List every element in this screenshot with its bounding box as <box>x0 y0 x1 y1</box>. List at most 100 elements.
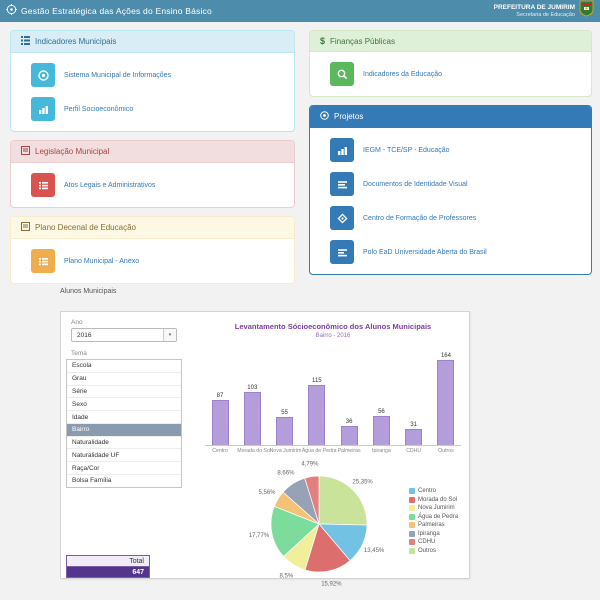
legend-item: Centro <box>409 488 458 494</box>
bar-category-label: Morada do Sol <box>237 448 272 454</box>
ano-label: Ano <box>71 319 83 326</box>
bar-category-label: Ipiranga <box>372 448 391 454</box>
total-value: 647 <box>67 567 149 577</box>
gear-icon <box>6 2 17 20</box>
panel-title: Legislação Municipal <box>35 147 110 156</box>
tema-option[interactable]: Bolsa Família <box>72 477 112 485</box>
total-header: Total <box>67 556 149 567</box>
left-column: Indicadores Municipais Sistema Municipal… <box>10 30 295 292</box>
tema-option[interactable]: Idade <box>67 411 181 424</box>
legend-label: CDHU <box>418 539 436 545</box>
bar-category-label: Água de Pedra <box>301 448 337 454</box>
legend-item: Outros <box>409 547 458 554</box>
page-title: Gestão Estratégica das Ações do Ensino B… <box>21 6 212 16</box>
tema-option[interactable]: Sexo <box>67 398 181 412</box>
lines-icon <box>330 240 354 264</box>
search-icon <box>330 62 354 86</box>
bar-value-label: 31 <box>410 421 418 428</box>
document-icon <box>21 222 30 233</box>
legend-swatch <box>409 496 415 503</box>
bar-category-label: Centro <box>212 448 228 454</box>
tema-option[interactable]: Bairro <box>67 423 181 437</box>
dollar-icon: $ <box>320 36 326 46</box>
link-perfil-socioeconomico[interactable]: Perfil Socioeconômico <box>31 97 284 121</box>
legend-swatch <box>409 547 415 554</box>
ano-select[interactable]: 2016 ▾ <box>71 328 177 342</box>
legend-item: CDHU <box>409 539 458 545</box>
legend-item: Palmeiras <box>409 522 458 528</box>
bar-value-label: 164 <box>440 353 451 359</box>
link-plano-municipal-anexo[interactable]: Plano Municipal - Anexo <box>31 249 284 273</box>
lines-icon <box>330 172 354 196</box>
tema-option[interactable]: Naturalidade <box>67 437 181 450</box>
item-label: Plano Municipal - Anexo <box>64 257 140 265</box>
link-polo-ead-uab[interactable]: Polo EaD Universidade Aberta do Brasil <box>330 240 581 264</box>
legend-label: Nova Jumirim <box>418 505 455 511</box>
legend-swatch <box>409 505 415 511</box>
tema-option[interactable]: Série <box>67 386 181 399</box>
chevron-down-icon[interactable]: ▾ <box>163 329 176 341</box>
link-indicadores-educacao[interactable]: Indicadores da Educação <box>330 62 581 86</box>
link-documentos-identidade-visual[interactable]: Documentos de Identidade Visual <box>330 172 581 196</box>
section-title: Alunos Municipais <box>60 288 117 295</box>
pie-percent-label: 8,66% <box>277 471 295 477</box>
panel-columns: Indicadores Municipais Sistema Municipal… <box>10 30 592 292</box>
bars-area: 87 103 55 115 36 56 31 164 <box>205 349 461 446</box>
pie-percent-label: 13,45% <box>364 548 385 554</box>
link-sistema-municipal-informacoes[interactable]: Sistema Municipal de Informações <box>31 63 284 87</box>
pie-percent-label: 5,56% <box>258 490 276 496</box>
tema-option[interactable]: Escola <box>67 360 181 373</box>
legend-item: Ipiranga <box>409 530 458 537</box>
item-label: Indicadores da Educação <box>363 70 442 78</box>
item-label: Documentos de Identidade Visual <box>363 180 468 188</box>
list-icon <box>31 173 55 197</box>
bar: 87 <box>205 393 235 445</box>
pie-slice <box>270 505 320 557</box>
bar: 103 <box>237 385 267 445</box>
tema-option[interactable]: Raça/Cor <box>67 462 181 476</box>
bar-category-label: Palmeiras <box>337 448 361 454</box>
app-header: Gestão Estratégica das Ações do Ensino B… <box>0 0 600 22</box>
bar-value-label: 115 <box>312 378 322 385</box>
link-atos-legais-administrativos[interactable]: Atos Legais e Administrativos <box>31 173 284 197</box>
bar: 36 <box>334 419 364 445</box>
bar-chart-icon <box>31 97 55 121</box>
pie-percent-label: 17,77% <box>249 533 270 539</box>
pie-percent-label: 25,35% <box>352 479 373 485</box>
link-iegm-tce-sp[interactable]: IEGM - TCE/SP - Educação <box>330 138 581 162</box>
legend-swatch <box>409 488 415 494</box>
bar-value-label: 56 <box>378 409 385 415</box>
right-column: $ Finanças Públicas Indicadores da Educa… <box>309 30 592 292</box>
legend-label: Outros <box>418 547 437 554</box>
legend-label: Palmeiras <box>418 522 445 528</box>
book-icon <box>21 146 30 157</box>
pie-slice <box>304 523 351 573</box>
bar: 115 <box>302 378 332 445</box>
record-circle-icon <box>320 111 329 122</box>
pie-chart: 25,35% 13,45% 15,92% 8,5% 17,77% 5,56% 8,66% 4,… <box>249 462 385 588</box>
bar-chart: Levantamento Sócioeconômico dos Alunos M… <box>199 322 467 454</box>
total-table: Total 647 <box>66 555 150 578</box>
panel-legislacao-municipal: Legislação Municipal Atos Legais e Admin… <box>10 140 295 208</box>
bar-category-label: Nova Jumirim <box>269 448 302 454</box>
org-name: PREFEITURA DE JUMIRIM <box>493 3 575 11</box>
panel-header: Indicadores Municipais <box>11 31 294 53</box>
bar-value-label: 55 <box>281 409 288 416</box>
item-label: Sistema Municipal de Informações <box>64 71 171 79</box>
pie-percent-label: 4,79% <box>301 462 319 468</box>
diamond-icon <box>330 206 354 230</box>
tema-option[interactable]: Grau <box>67 373 181 386</box>
tema-option[interactable]: Naturalidade UF <box>67 449 181 463</box>
bar: 55 <box>270 409 300 445</box>
bar-value-label: 87 <box>216 392 224 399</box>
pie-slice <box>304 475 320 525</box>
list-icon <box>31 249 55 273</box>
legend-label: Morada do Sol <box>418 496 458 503</box>
link-centro-formacao-professores[interactable]: Centro de Formação de Professores <box>330 206 581 230</box>
pie-slice <box>318 475 368 526</box>
pie-percent-label: 8,5% <box>280 574 294 580</box>
tema-listbox: Escola Grau Série Sexo Idade Bairro Naturalida… <box>66 359 182 488</box>
item-label: Centro de Formação de Professores <box>363 214 477 222</box>
panel-title: Finanças Públicas <box>330 36 395 46</box>
legend-swatch <box>409 522 415 528</box>
